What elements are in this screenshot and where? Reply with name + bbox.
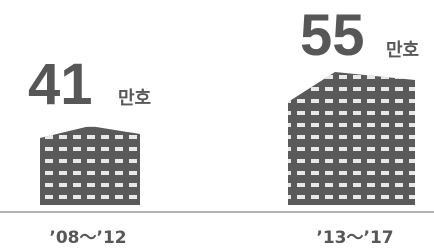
unit: 만호: [118, 88, 151, 109]
value: 41: [28, 52, 93, 117]
period-label: ’13～’17: [316, 228, 393, 248]
value: 55: [300, 3, 365, 68]
building-icon: [288, 72, 415, 205]
building-icon: [40, 126, 140, 205]
period-label: ’08～’12: [49, 228, 126, 248]
unit: 만호: [386, 40, 419, 61]
infographic: 41 만호 55 만호 ’08～’12 ’13～’17: [0, 0, 434, 252]
